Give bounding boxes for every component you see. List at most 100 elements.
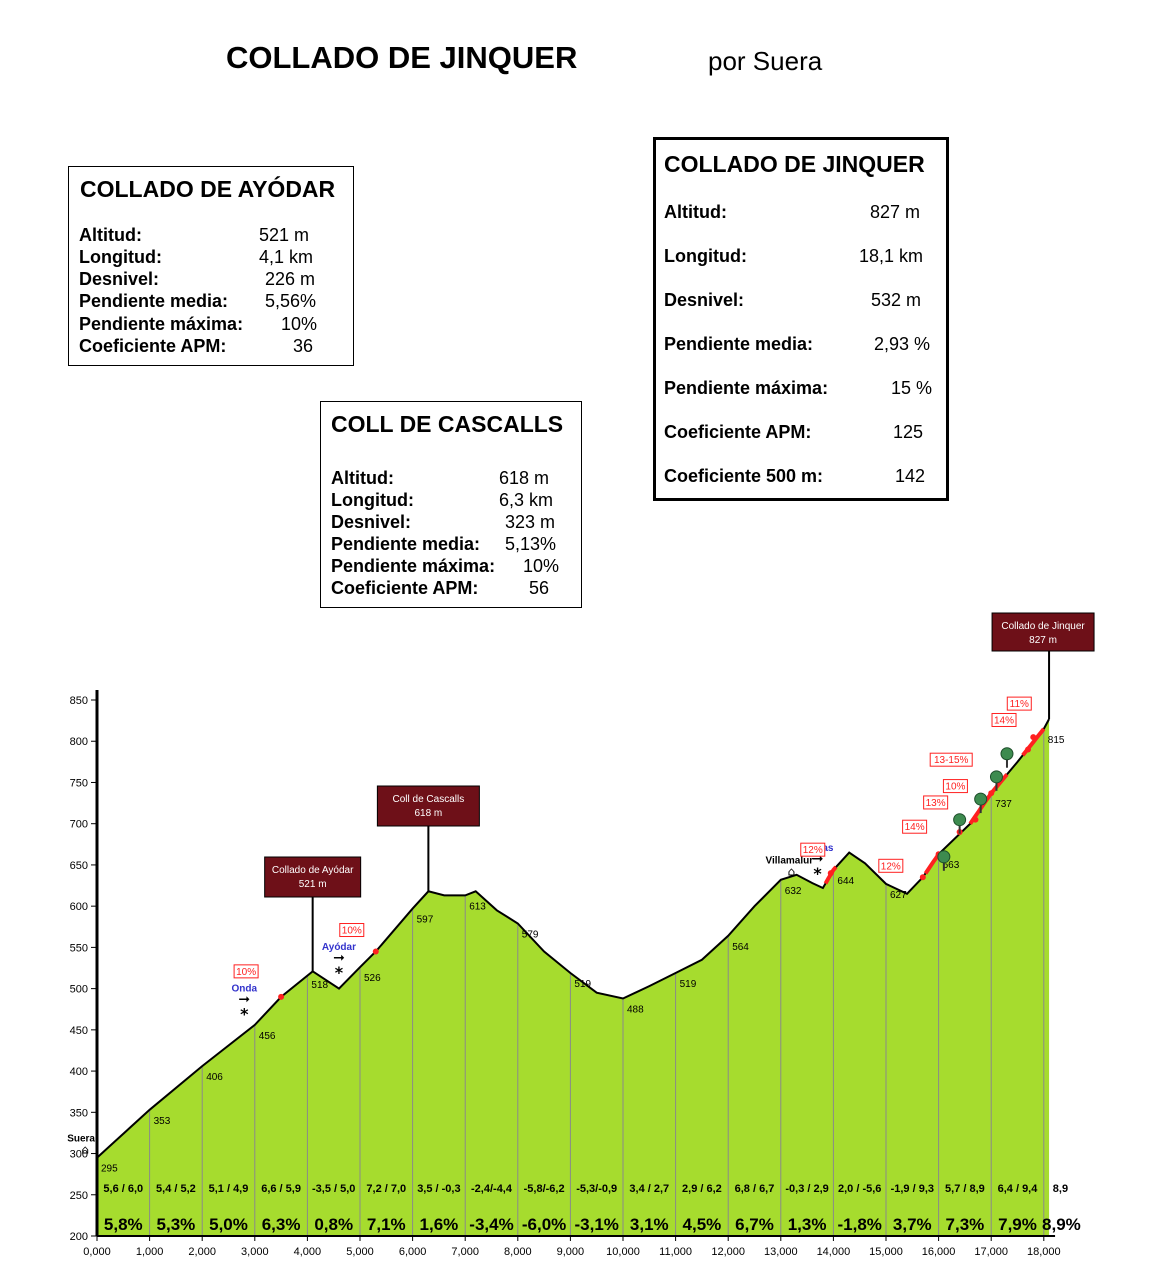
steep-label: 12% [881, 861, 901, 872]
x-tick-label: 8,000 [504, 1246, 532, 1258]
steep-label: 13-15% [934, 755, 969, 766]
km-average-label: 1,6% [420, 1215, 459, 1234]
km-average-label: 1,3% [788, 1215, 827, 1234]
y-tick-label: 600 [70, 901, 88, 913]
steep-marker [988, 790, 995, 797]
y-tick-label: 700 [70, 819, 88, 831]
y-tick-label: 850 [70, 695, 88, 707]
stat-value: 15 % [891, 378, 933, 398]
km-gradient-label: 7,2 / 7,0 [366, 1183, 406, 1195]
km-average-label: 6,7% [735, 1215, 774, 1234]
stat-value: 532 m [871, 290, 922, 310]
x-tick-label: 18,000 [1027, 1246, 1061, 1258]
x-tick-label: 13,000 [764, 1246, 798, 1258]
km-gradient-label: -5,8/-6,2 [524, 1183, 565, 1195]
house-icon: ⌂ [81, 1142, 89, 1156]
steep-label: 10% [342, 926, 362, 937]
stats-box-cascalls: COLL DE CASCALLS Altitud: 618 m Longitud:… [320, 401, 582, 608]
x-tick-label: 10,000 [606, 1246, 640, 1258]
km-average-label: 5,8% [104, 1215, 143, 1234]
y-tick-label: 650 [70, 860, 88, 872]
y-tick-label: 550 [70, 942, 88, 954]
peak-name: Coll de Cascalls [393, 794, 465, 805]
steep-marker [1025, 746, 1032, 753]
peak-box [376, 785, 480, 827]
place-name: Villamalur [766, 856, 814, 867]
stat-label: Coeficiente APM: [79, 336, 227, 356]
stats-box-heading: COLLADO DE AYÓDAR [80, 176, 336, 202]
stat-label: Longitud: [79, 247, 162, 267]
y-tick-label: 350 [70, 1107, 88, 1119]
km-gradient-label: 2,9 / 6,2 [682, 1183, 722, 1195]
steep-marker [278, 993, 285, 1000]
altitude-label: 526 [364, 973, 381, 984]
altitude-label: 632 [785, 886, 802, 897]
steep-label: 14% [905, 822, 925, 833]
stat-label: Pendiente máxima: [664, 378, 829, 398]
km-gradient-label: -3,5 / 5,0 [312, 1183, 355, 1195]
altitude-label: 627 [890, 890, 907, 901]
steep-label-box [942, 779, 968, 794]
steep-marker [372, 948, 379, 955]
altitude-label: 815 [1048, 735, 1065, 746]
stat-value: 56 [529, 578, 550, 598]
altitude-label: 579 [522, 929, 539, 940]
profile-area [97, 719, 1050, 1236]
steep-label: 14% [994, 715, 1014, 726]
stat-label: Pendiente media: [664, 334, 814, 354]
y-tick-label: 450 [70, 1025, 88, 1037]
steep-label-box [800, 842, 826, 857]
peak-altitude: 618 m [414, 808, 442, 819]
stats-box-ayodar: COLLADO DE AYÓDAR Altitud: 521 m Longitud… [68, 166, 354, 366]
x-tick-label: 15,000 [869, 1246, 903, 1258]
x-tick-label: 12,000 [711, 1246, 745, 1258]
stat-value: 226 m [265, 269, 316, 289]
peak-name: Collado de Ayódar [272, 865, 354, 876]
km-average-label: 7,1% [367, 1215, 406, 1234]
km-gradient-label: -0,3 / 2,9 [785, 1183, 828, 1195]
km-gradient-label: 3,5 / -0,3 [417, 1183, 460, 1195]
stat-value: 521 m [259, 225, 310, 245]
stat-value: 142 [895, 466, 926, 486]
km-average-label: -6,0% [522, 1215, 566, 1234]
steep-section [923, 853, 941, 875]
arrow-right-icon: ➞ [333, 950, 345, 966]
stat-value: 10% [281, 314, 318, 334]
asterisk-icon: * [813, 864, 822, 883]
y-tick-label: 200 [70, 1231, 88, 1243]
km-gradient-label: 6,8 / 6,7 [735, 1183, 775, 1195]
stat-value: 5,13% [505, 534, 557, 554]
altitude-label: 456 [259, 1031, 276, 1042]
peak-box [264, 856, 362, 898]
km-gradient-label: -1,9 / 9,3 [891, 1183, 934, 1195]
x-tick-label: 14,000 [817, 1246, 851, 1258]
page-subtitle: por Suera [708, 46, 823, 76]
steep-label-box [902, 819, 928, 834]
arrow-right-icon: ➞ [238, 991, 250, 1007]
steep-label-box [878, 858, 904, 873]
x-tick-label: 11,000 [659, 1246, 692, 1258]
steep-marker [827, 870, 834, 877]
km-average-label: 5,3% [157, 1215, 196, 1234]
x-tick-label: 4,000 [294, 1246, 322, 1258]
km-average-label: 5,0% [209, 1215, 248, 1234]
km-gradient-label: -5,3/-0,9 [576, 1183, 617, 1195]
stat-label: Coeficiente APM: [331, 578, 479, 598]
km-average-label: -3,4% [469, 1215, 513, 1234]
stat-label: Altitud: [664, 202, 727, 222]
steep-section [968, 773, 1009, 825]
stat-label: Longitud: [664, 246, 747, 266]
y-tick-label: 250 [70, 1190, 88, 1202]
tree-icon [937, 850, 951, 864]
altitude-label: 613 [469, 901, 486, 912]
peak-name: Collado de Jinquer [1001, 621, 1085, 632]
stat-value: 125 [893, 422, 924, 442]
km-gradient-label: 6,4 / 9,4 [998, 1183, 1039, 1195]
stats-box-heading: COLL DE CASCALLS [331, 411, 564, 437]
x-tick-label: 6,000 [399, 1246, 427, 1258]
steep-label: 10% [945, 782, 965, 793]
stat-label: Altitud: [331, 468, 394, 488]
stat-label: Pendiente media: [331, 534, 481, 554]
steep-label: 11% [1010, 699, 1029, 710]
